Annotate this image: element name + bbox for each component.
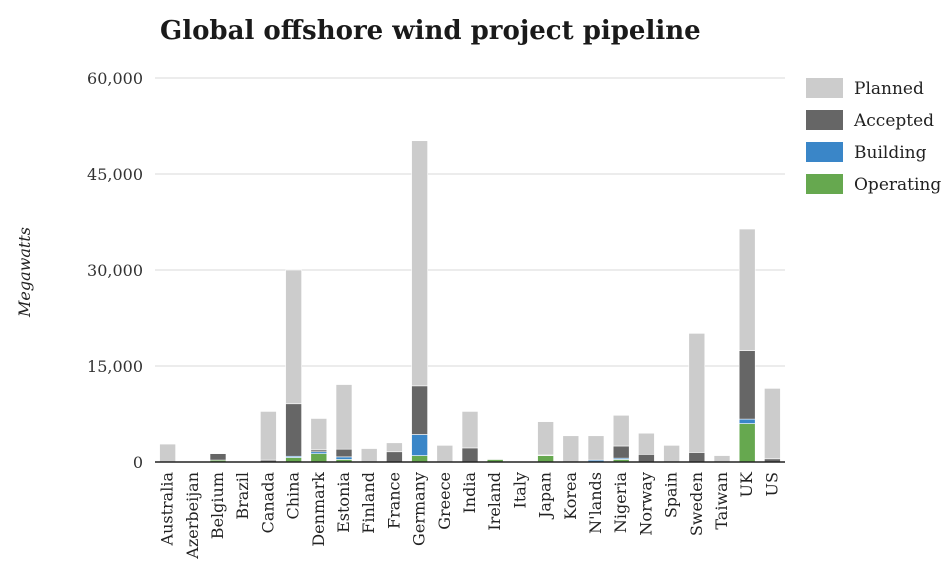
x-tick-label: France	[384, 472, 403, 529]
bar-accepted-norway	[638, 454, 655, 463]
x-tick-label: Greece	[435, 472, 454, 530]
bar-planned-canada	[260, 411, 277, 461]
bar-accepted-france	[386, 451, 403, 463]
x-tick-label: Estonia	[334, 472, 353, 533]
legend-label-operating: Operating	[854, 175, 941, 195]
bar-accepted-india	[461, 447, 479, 463]
bar-planned-taiwan	[713, 455, 731, 463]
x-tick-label: Canada	[258, 472, 277, 534]
bar-planned-india	[461, 411, 479, 449]
x-tick-label: Denmark	[309, 472, 328, 547]
bar-accepted-nigeria	[612, 445, 630, 459]
bar-accepted-sweden	[688, 452, 706, 463]
legend-swatch-accepted	[806, 110, 843, 130]
bar-planned-france	[386, 442, 403, 453]
y-tick-label: 15,000	[87, 357, 143, 376]
x-tick-label: Brazil	[233, 472, 252, 520]
y-tick-label: 45,000	[87, 165, 143, 184]
legend-swatch-planned	[806, 78, 843, 98]
bar-planned-finland	[360, 448, 378, 463]
y-tick-label: 60,000	[87, 69, 143, 88]
bar-building-uk	[738, 418, 756, 424]
bar-operating-japan	[537, 455, 554, 463]
y-tick-label: 30,000	[87, 261, 143, 280]
x-tick-label: Finland	[359, 472, 378, 534]
x-tick-label: N'lands	[586, 472, 605, 534]
legend-swatch-building	[806, 142, 843, 162]
x-axis-category-labels: Australia Azerbeijan Belgium Brazil Canada Ch…	[158, 471, 782, 560]
bar-planned-china	[285, 269, 302, 405]
x-tick-label: Germany	[410, 472, 429, 546]
x-tick-label: Sweden	[687, 472, 706, 536]
bar-planned-ireland	[486, 457, 504, 460]
x-tick-label: Azerbeijan	[183, 472, 202, 560]
x-tick-label: Norway	[636, 472, 655, 536]
grid-lines	[155, 77, 785, 367]
y-axis-label: Megawatts	[15, 227, 34, 318]
x-tick-label: Italy	[510, 472, 529, 508]
x-tick-label: US	[762, 472, 781, 496]
x-tick-label: Korea	[561, 472, 580, 520]
x-tick-label: China	[284, 472, 303, 520]
x-tick-label: UK	[737, 471, 756, 497]
bar-planned-korea	[562, 435, 580, 463]
legend-swatch-operating	[806, 174, 843, 194]
bar-planned-norway	[638, 432, 655, 455]
bar-planned-us	[764, 388, 781, 460]
chart-title: Global offshore wind project pipeline	[160, 16, 701, 46]
x-tick-label: Nigeria	[611, 472, 630, 534]
legend: Planned Accepted Building Operating	[806, 78, 941, 195]
x-tick-label: Ireland	[485, 472, 504, 531]
bar-accepted-uk	[738, 350, 756, 420]
x-tick-label: Belgium	[208, 472, 227, 539]
bar-planned-uk	[738, 228, 756, 351]
bar-building-estonia	[335, 456, 353, 460]
legend-label-building: Building	[854, 143, 927, 163]
x-tick-label: Taiwan	[712, 472, 731, 530]
legend-label-planned: Planned	[854, 79, 924, 99]
y-axis-ticks: 0 15,000 30,000 45,000 60,000	[87, 69, 143, 472]
bar-accepted-germany	[411, 385, 428, 435]
x-tick-label: Spain	[662, 472, 681, 518]
y-tick-label: 0	[133, 453, 143, 472]
bar-building-germany	[411, 434, 428, 456]
bar-operating-denmark	[310, 453, 328, 463]
bar-planned-australia	[159, 443, 176, 463]
bar-accepted-china	[285, 403, 302, 457]
bar-planned-spain	[663, 445, 680, 463]
legend-label-accepted: Accepted	[853, 111, 934, 131]
bar-accepted-belgium	[209, 453, 227, 461]
bar-planned-denmark	[310, 418, 328, 451]
bar-planned-nlands	[587, 435, 605, 461]
bar-planned-japan	[537, 421, 554, 456]
bar-planned-estonia	[335, 384, 353, 450]
bar-planned-greece	[436, 445, 454, 463]
bar-operating-germany	[411, 455, 428, 463]
bar-operating-uk	[738, 423, 756, 463]
bar-planned-nigeria	[612, 414, 630, 447]
bar-planned-sweden	[688, 333, 706, 453]
bar-planned-germany	[411, 140, 428, 387]
x-tick-label: Australia	[158, 472, 177, 547]
x-tick-label: India	[460, 472, 479, 514]
x-tick-label: Japan	[536, 472, 555, 520]
bars	[159, 140, 781, 463]
bar-accepted-estonia	[335, 448, 353, 458]
